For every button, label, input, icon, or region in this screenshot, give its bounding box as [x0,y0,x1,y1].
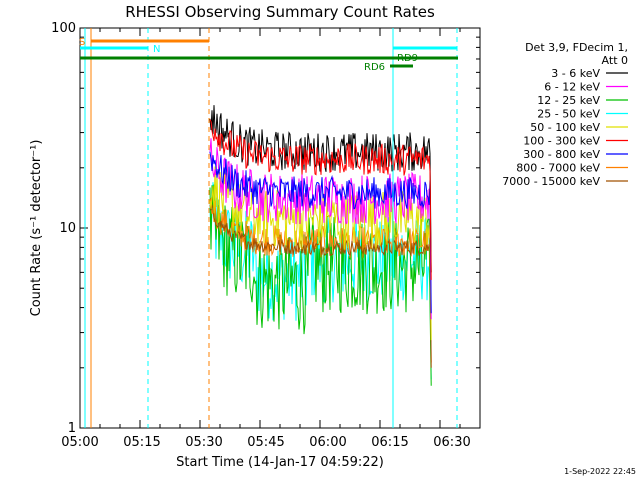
y-tick-label-100: 100 [51,21,76,36]
x-tick-label-0630: 06:30 [433,435,470,450]
x-tick-label-0500: 05:00 [61,435,98,450]
x-tick-label-0600: 06:00 [309,435,346,450]
x-tick-label-0515: 05:15 [123,435,160,450]
legend-label: 6 - 12 keV [544,81,600,94]
legend-label: 7000 - 15000 keV [502,175,600,188]
series-layer [209,105,432,386]
series-line-300-800-kev [209,151,432,314]
x-tick-label-0615: 06:15 [371,435,408,450]
y-axis-ticks [80,27,480,429]
legend-label: 300 - 800 keV [523,148,600,161]
y-tick-label-1: 1 [68,421,76,436]
series-line-50-100-kev [209,166,432,341]
legend-header-line-1: Det 3,9, FDecim 1, [525,41,628,54]
chart-title: RHESSI Observing Summary Count Rates [125,3,435,21]
saa-label: S [79,37,85,48]
x-tick-label-0545: 05:45 [247,435,284,450]
legend-label: 800 - 7000 keV [516,162,600,175]
rd6-label: RD6 [364,62,385,73]
legend-label: 12 - 25 keV [537,94,600,107]
legend-label: 100 - 300 keV [523,135,600,148]
legend-label: 50 - 100 keV [530,121,600,134]
legend-label: 25 - 50 keV [537,108,600,121]
legend-label: 3 - 6 keV [551,67,600,80]
y-tick-label-10: 10 [59,221,76,236]
y-axis-label: Count Rate (s⁻¹ detector⁻¹) [29,140,44,317]
series-line-100-300-kev [209,119,432,280]
legend-header-line-2: Att 0 [602,54,628,67]
x-axis-label: Start Time (14-Jan-17 04:59:22) [176,455,384,470]
x-axis-ticks [79,28,481,428]
rd9-label: RD9 [397,53,418,64]
status-markers: S N RD6 RD9 [79,28,458,428]
series-line-7000-15000-kev [209,203,432,368]
x-tick-label-0530: 05:30 [185,435,222,450]
footer-timestamp: 1-Sep-2022 22:45 [564,467,636,476]
night-label: N [153,44,160,55]
